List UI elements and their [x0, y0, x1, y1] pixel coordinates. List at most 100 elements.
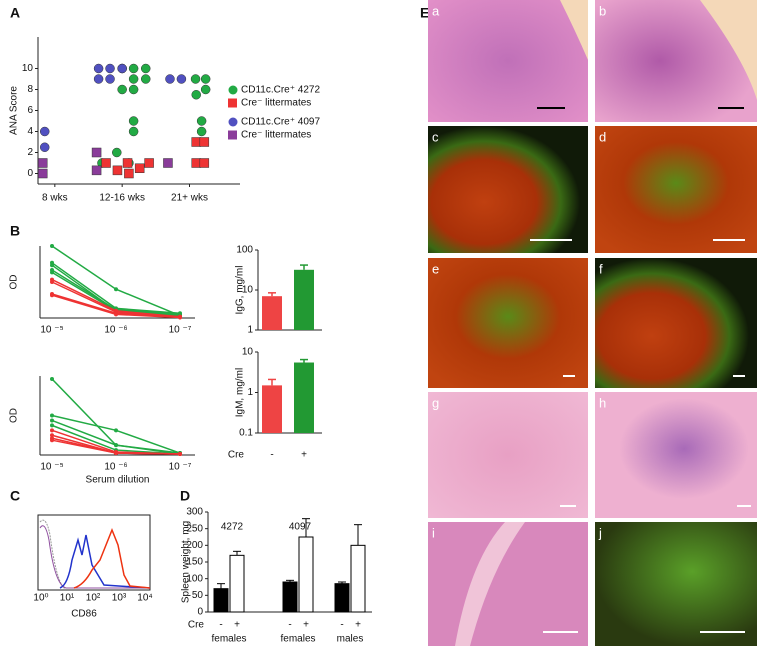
y-tick-label: 0.1	[239, 428, 253, 439]
tile-label: f	[599, 261, 603, 276]
x-tick-label: 10 ⁻⁷	[169, 462, 192, 473]
tile-label: c	[432, 129, 439, 144]
point	[128, 74, 139, 84]
point	[93, 63, 104, 74]
point	[50, 376, 54, 381]
legend-marker	[228, 130, 237, 140]
point	[91, 147, 102, 158]
panel-label: B	[10, 223, 20, 239]
point	[50, 244, 54, 248]
y-tick-label: 6	[27, 105, 33, 116]
y-tick-label: 0	[27, 168, 33, 179]
tile-label: d	[599, 129, 606, 144]
y-tick-label: 50	[192, 590, 204, 601]
point	[140, 63, 151, 74]
bar	[298, 536, 314, 613]
y-tick-label: 8	[27, 84, 33, 95]
point	[191, 90, 201, 100]
point	[105, 74, 115, 84]
legend-label: Cre⁻ littermates	[241, 130, 311, 141]
y-tick-label: 10	[22, 63, 34, 74]
micrograph	[595, 126, 757, 253]
x-tick-label: +	[301, 450, 307, 461]
x-tick-label: 10 ⁻⁷	[169, 325, 192, 336]
y-tick-label: 4	[27, 126, 33, 137]
point	[114, 443, 118, 448]
micrograph	[428, 258, 588, 388]
point	[37, 158, 48, 168]
x-tick-label: 10 ⁻⁵	[40, 325, 63, 336]
curve-cre-minus	[59, 534, 151, 589]
point	[101, 158, 111, 168]
x-tick-label: +	[355, 620, 361, 631]
x-tick-label: -	[219, 620, 222, 631]
background	[700, 0, 757, 100]
micrograph	[428, 0, 588, 122]
y-axis-label: OD	[9, 275, 20, 290]
y-tick-label: 2	[27, 147, 33, 158]
point	[50, 418, 54, 423]
line	[51, 414, 181, 454]
x-tick-label: -	[340, 620, 343, 631]
x-tick-label: 10¹	[60, 593, 75, 604]
x-axis-label: CD86	[71, 609, 97, 620]
y-tick-label: 300	[186, 507, 203, 518]
point	[114, 287, 118, 292]
micrograph	[428, 126, 588, 253]
legend-marker	[228, 98, 237, 108]
point	[50, 280, 54, 284]
x-tick-label: -	[288, 620, 291, 631]
x-tick-label: +	[234, 620, 240, 631]
point	[50, 423, 54, 428]
point	[196, 116, 207, 126]
x-tick-label: +	[303, 620, 309, 631]
point	[134, 163, 145, 173]
y-tick-label: 250	[186, 523, 203, 534]
point	[128, 116, 139, 126]
y-tick-label: 10	[242, 285, 254, 296]
tile-label: a	[432, 3, 440, 18]
y-tick-label: 10	[242, 347, 254, 358]
y-axis-label: Spleen weight, mg	[181, 521, 192, 603]
point	[114, 428, 118, 433]
point	[117, 84, 127, 95]
point	[199, 158, 210, 168]
x-tick-label: 10 ⁻⁵	[40, 462, 63, 473]
line	[51, 245, 181, 317]
point	[200, 74, 211, 84]
point	[199, 137, 210, 147]
point	[128, 84, 139, 95]
background	[455, 522, 525, 646]
curve-isotype	[39, 519, 150, 589]
micrograph	[428, 392, 588, 518]
y-axis-label: IgM, mg/ml	[235, 368, 246, 417]
point	[39, 142, 50, 152]
point	[117, 63, 127, 74]
x-tick-label: 12-16 wks	[99, 193, 145, 204]
x-tick-label: -	[270, 450, 273, 461]
point	[163, 158, 173, 168]
group-label: females	[211, 634, 246, 645]
panel-label: C	[10, 488, 20, 504]
point	[91, 165, 102, 176]
bar	[294, 269, 314, 330]
point	[37, 168, 48, 179]
y-tick-label: 200	[186, 540, 203, 551]
curve-cre-plus	[73, 527, 151, 589]
point	[191, 158, 201, 168]
point	[50, 438, 54, 443]
x-tick-label: 10⁴	[137, 593, 152, 604]
point	[124, 168, 134, 179]
point	[93, 74, 104, 84]
point	[144, 158, 154, 168]
background	[560, 0, 588, 60]
annotation: 4097	[289, 522, 312, 533]
point	[112, 165, 123, 176]
y-tick-label: 1	[247, 387, 253, 398]
tile-label: j	[598, 525, 602, 540]
y-tick-label: 0	[197, 607, 203, 618]
micrograph	[595, 392, 757, 518]
x-tick-label: 21+ wks	[171, 193, 208, 204]
point	[50, 270, 54, 275]
